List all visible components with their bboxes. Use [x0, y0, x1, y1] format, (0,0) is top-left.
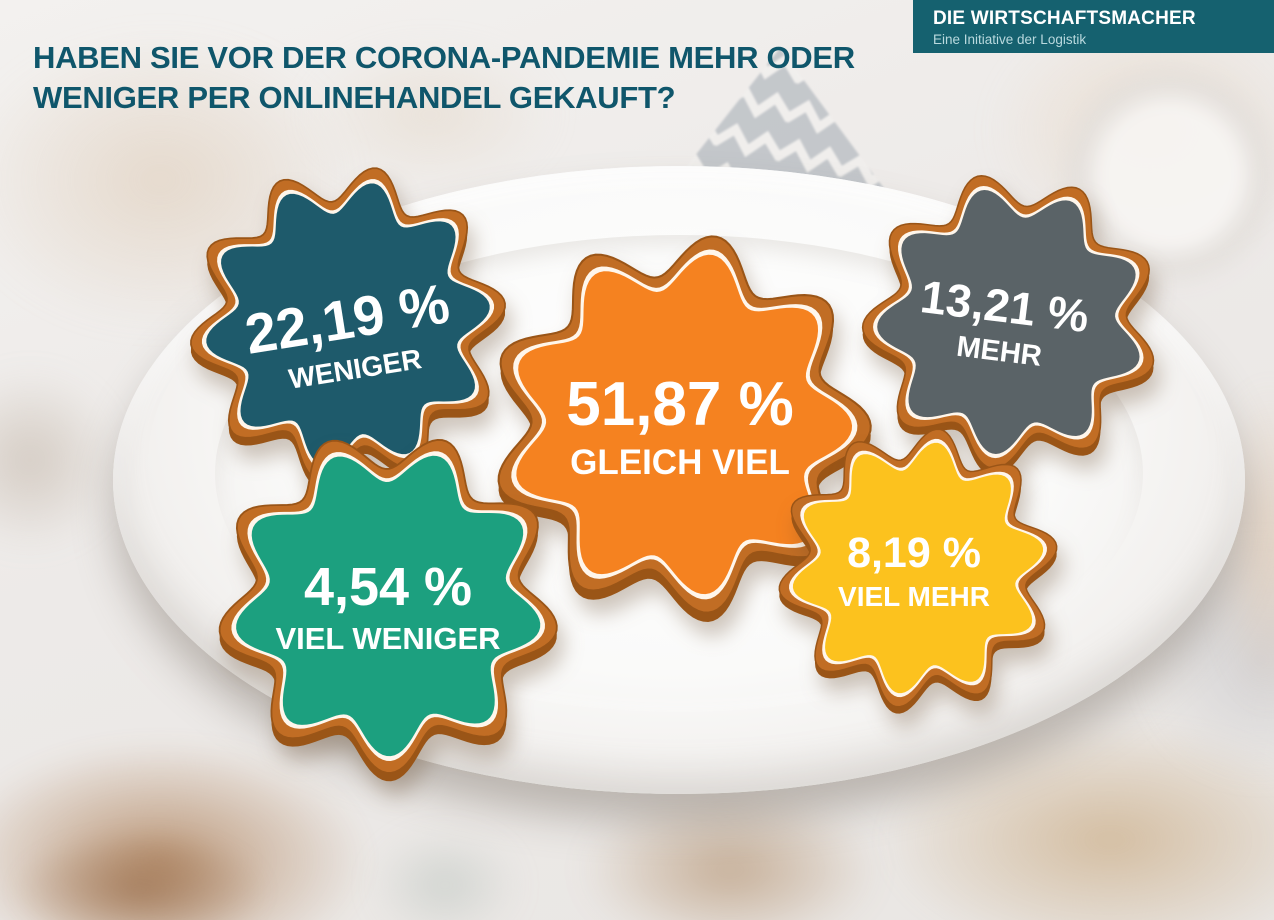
title-line-1: HABEN SIE VOR DER CORONA-PANDEMIE MEHR O… [33, 40, 855, 75]
cookie-viel-weniger: 4,54 % VIEL WENIGER [198, 412, 578, 792]
cookie-value: 4,54 % [303, 557, 473, 618]
cookie-label: VIEL MEHR [838, 580, 990, 612]
cookie-viel-mehr: 8,19 % VIEL MEHR [762, 412, 1074, 724]
decor-pinecones-bottom-left-2 [10, 830, 270, 920]
cookie-gleich-viel: 51,87 % GLEICH VIEL [468, 212, 892, 636]
decor-silver-ornament-bottom [370, 830, 520, 920]
cookie-shape-icon [861, 174, 1155, 476]
cookie-value: 22,19 % [240, 271, 454, 366]
decor-pinecone-bottom-center [580, 790, 880, 920]
cookie-value: 51,87 % [566, 370, 794, 440]
cookie-label: VIEL WENIGER [275, 620, 501, 656]
page-title: HABEN SIE VOR DER CORONA-PANDEMIE MEHR O… [33, 38, 913, 118]
cookie-value: 13,21 % [917, 270, 1092, 343]
cookie-weniger: 22,19 % WENIGER [172, 148, 524, 500]
cookie-label: MEHR [954, 330, 1044, 373]
brand-tagline: Eine Initiative der Logistik [933, 32, 1087, 47]
cookie-text: 4,54 % VIEL WENIGER [198, 418, 578, 798]
cookie-value: 8,19 % [847, 528, 981, 577]
cookie-shape-icon [218, 438, 558, 782]
title-line-2: WENIGER PER ONLINEHANDEL GEKAUFT? [33, 80, 676, 115]
brand-banner: DIE WIRTSCHAFTSMACHER Eine Initiative de… [913, 0, 1274, 53]
cookie-shape-icon [190, 167, 506, 488]
brand-name: DIE WIRTSCHAFTSMACHER [933, 8, 1196, 29]
decor-ornaments-top-center [300, 40, 560, 190]
cookie-text: 8,19 % VIEL MEHR [758, 416, 1070, 728]
cookie-label: GLEICH VIEL [570, 442, 790, 482]
cookie-text: 51,87 % GLEICH VIEL [468, 216, 892, 640]
cookie-shape-icon [497, 235, 872, 622]
cookie-mehr: 13,21 % MEHR [846, 156, 1176, 486]
cookie-shape-icon [778, 428, 1058, 714]
decor-ornament-left [0, 370, 120, 550]
